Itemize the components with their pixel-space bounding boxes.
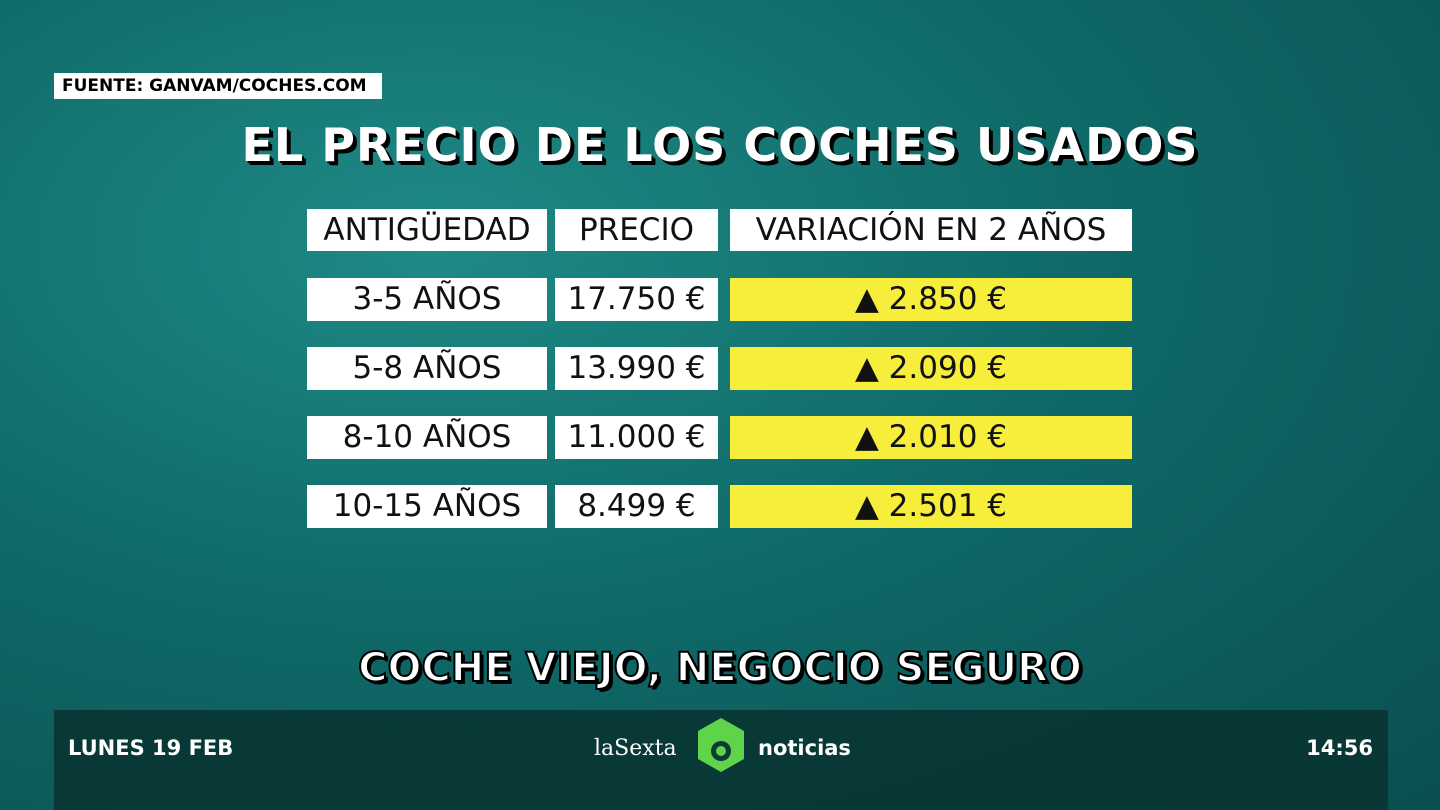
header-cell: VARIACIÓN EN 2 AÑOS [730,209,1132,251]
channel-name: laSexta [594,736,677,761]
date: LUNES 19 FEB [68,736,234,760]
time: 14:56 [1306,736,1373,760]
table-cell: 8-10 AÑOS [307,416,547,459]
table-cell: ▲ 2.850 € [730,278,1132,321]
table-cell: 10-15 AÑOS [307,485,547,528]
title: EL PRECIO DE LOS COCHES USADOS [241,118,1199,172]
table-cell: ▲ 2.501 € [730,485,1132,528]
table-cell: 11.000 € [555,416,718,459]
table-cell: ▲ 2.090 € [730,347,1132,390]
headline: COCHE VIEJO, NEGOCIO SEGURO [357,644,1083,692]
table-cell: 17.750 € [555,278,718,321]
table-cell: ▲ 2.010 € [730,416,1132,459]
table-cell: 3-5 AÑOS [307,278,547,321]
table-cell: 8.499 € [555,485,718,528]
source-label: FUENTE: GANVAM/COCHES.COM [54,73,382,99]
channel-logo [698,718,744,772]
table-cell: 13.990 € [555,347,718,390]
header-cell: PRECIO [555,209,718,251]
program-name: noticias [758,736,851,760]
header-cell: ANTIGÜEDAD [307,209,547,251]
table-cell: 5-8 AÑOS [307,347,547,390]
